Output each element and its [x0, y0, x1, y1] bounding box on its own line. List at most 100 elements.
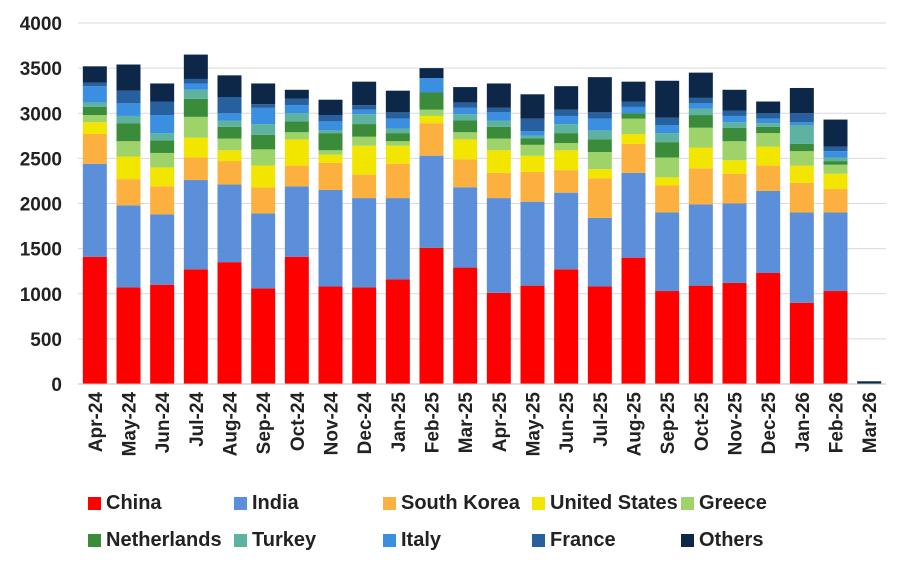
- bar-segment-india: [251, 213, 276, 289]
- bar-segment-china: [217, 262, 242, 384]
- bar-segment-south-korea: [655, 185, 680, 213]
- bars: [82, 54, 882, 384]
- bar-segment-others: [722, 89, 747, 111]
- bar-segment-france: [655, 117, 680, 125]
- bar-segment-south-korea: [251, 187, 276, 214]
- legend-swatch: [383, 533, 396, 547]
- bar-segment-south-korea: [486, 172, 511, 199]
- legend-swatch: [88, 496, 101, 510]
- bar-segment-united-states: [116, 156, 141, 180]
- bar-segment-france: [621, 101, 646, 107]
- bar-segment-italy: [385, 118, 410, 129]
- legend-label: China: [106, 491, 162, 514]
- bar-segment-italy: [722, 115, 747, 123]
- bar-segment-greece: [520, 144, 545, 156]
- bar-segment-china: [251, 288, 276, 384]
- legend-item-others: Others: [681, 525, 763, 555]
- bar-segment-south-korea: [453, 159, 478, 188]
- bar-segment-netherlands: [789, 143, 814, 152]
- bar-segment-united-states: [183, 137, 208, 158]
- bar-segment-netherlands: [318, 133, 343, 151]
- bar-segment-india: [587, 217, 612, 287]
- y-tick-label: 4000: [20, 14, 62, 35]
- bar-segment-france: [116, 90, 141, 104]
- bar-segment-others: [419, 68, 444, 79]
- bar-segment-netherlands: [823, 161, 848, 165]
- bar-segment-netherlands: [554, 133, 579, 144]
- bar-segment-france: [823, 146, 848, 152]
- bar-segment-turkey: [688, 108, 713, 116]
- legend-swatch: [681, 533, 694, 547]
- bar-segment-south-korea: [823, 189, 848, 213]
- bar-segment-italy: [183, 83, 208, 90]
- bar-segment-netherlands: [385, 133, 410, 142]
- bar-segment-turkey: [150, 133, 175, 141]
- x-tick-label: Nov-25: [726, 392, 747, 456]
- x-tick-label: Aug-24: [221, 392, 242, 457]
- bar-segment-india: [318, 189, 343, 287]
- legend-item-turkey: Turkey: [234, 525, 316, 555]
- bar-segment-netherlands: [183, 98, 208, 117]
- bar-segment-turkey: [486, 120, 511, 127]
- bar-segment-united-states: [486, 150, 511, 173]
- bar-segment-united-states: [722, 160, 747, 174]
- bar-segment-china: [520, 285, 545, 384]
- bar-segment-china: [722, 282, 747, 384]
- bar-segment-netherlands: [520, 138, 545, 145]
- bar-segment-netherlands: [655, 142, 680, 158]
- y-tick-label: 1000: [20, 285, 62, 306]
- bar-segment-turkey: [352, 114, 377, 125]
- legend-item-south-korea: South Korea: [383, 488, 520, 518]
- bar-segment-italy: [554, 115, 579, 125]
- x-tick-label: Apr-24: [86, 392, 107, 453]
- bar-segment-others: [352, 81, 377, 106]
- bar-segment-china: [82, 256, 107, 384]
- bar-segment-united-states: [453, 139, 478, 160]
- x-tick-label: Dec-24: [355, 392, 376, 455]
- bar-segment-china: [284, 256, 309, 384]
- x-tick-label: Oct-25: [692, 392, 713, 452]
- bar-segment-greece: [183, 116, 208, 138]
- bar-segment-united-states: [621, 134, 646, 144]
- bar-segment-others: [217, 75, 242, 98]
- bar-segment-united-states: [789, 165, 814, 183]
- bar-segment-china: [385, 279, 410, 384]
- bar-segment-france: [318, 115, 343, 122]
- bar-segment-italy: [150, 115, 175, 134]
- bar-segment-india: [284, 186, 309, 257]
- bar-segment-others: [183, 54, 208, 79]
- bar-segment-france: [183, 78, 208, 84]
- bar-segment-china: [621, 257, 646, 384]
- bar-segment-italy: [217, 113, 242, 121]
- bar-segment-others: [318, 99, 343, 116]
- bar-segment-turkey: [453, 114, 478, 121]
- bar-segment-others: [82, 66, 107, 83]
- y-tick-label: 2500: [20, 149, 62, 170]
- bar-segment-greece: [486, 138, 511, 151]
- bar-segment-united-states: [419, 115, 444, 124]
- x-tick-label: Feb-25: [423, 392, 444, 454]
- legend-item-china: China: [88, 488, 162, 518]
- bar-segment-netherlands: [621, 113, 646, 119]
- bar-segment-france: [587, 112, 612, 119]
- bar-segment-south-korea: [722, 173, 747, 204]
- bar-segment-greece: [217, 138, 242, 151]
- bar-segment-india: [385, 198, 410, 280]
- bar-segment-netherlands: [486, 126, 511, 139]
- legend-swatch: [88, 533, 101, 547]
- legend-item-italy: Italy: [383, 525, 441, 555]
- bar-segment-others: [789, 87, 814, 114]
- bar-segment-italy: [688, 103, 713, 109]
- bar-segment-united-states: [823, 173, 848, 190]
- bar-segment-france: [486, 107, 511, 113]
- bar-segment-south-korea: [217, 161, 242, 185]
- bar-segment-south-korea: [352, 174, 377, 199]
- bar-segment-china: [823, 291, 848, 384]
- bar-segment-india: [82, 163, 107, 257]
- bar-segment-italy: [453, 107, 478, 115]
- bar-segment-united-states: [520, 155, 545, 172]
- bar-segment-italy: [116, 103, 141, 116]
- gridlines: [78, 22, 886, 340]
- bar-segment-france: [251, 104, 276, 108]
- bar-segment-united-states: [150, 167, 175, 187]
